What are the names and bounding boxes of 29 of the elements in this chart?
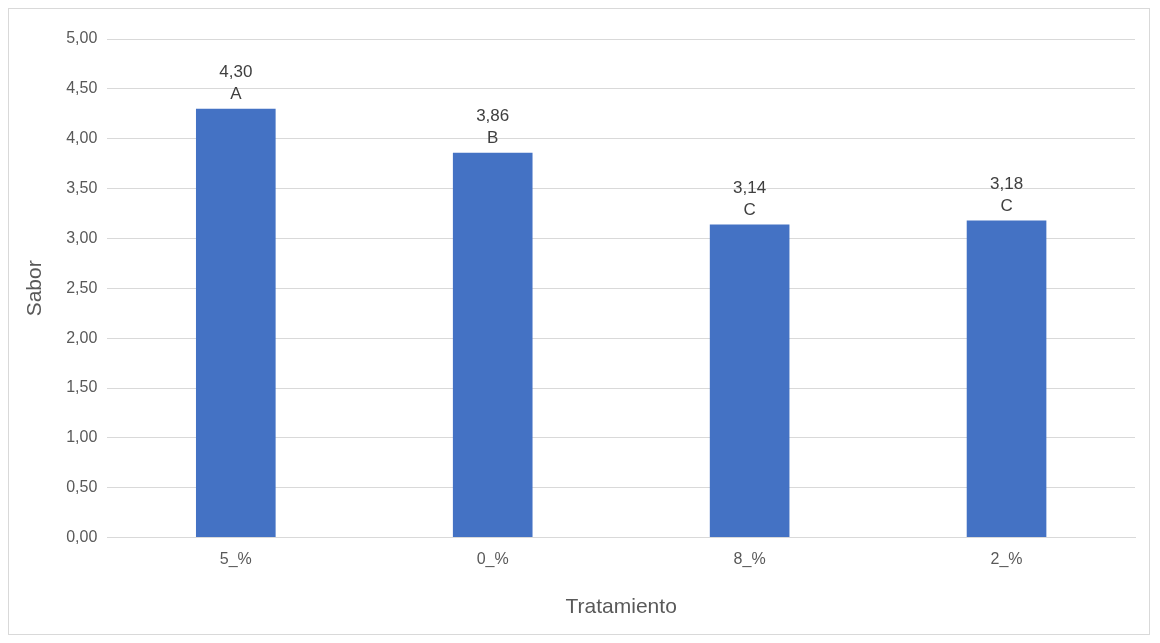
bar [709,224,790,538]
y-tick-label: 3,50 [66,178,98,196]
y-tick-label: 2,50 [66,278,98,296]
bar [452,152,533,538]
y-tick-label: 0,50 [66,478,98,496]
bar [195,108,276,538]
annotation: B [487,127,499,147]
x-tick-label: 8_% [733,549,766,568]
x-tick-label: 5_% [219,549,252,568]
y-tick-label: 0,00 [66,528,98,546]
annotation: C [1000,195,1013,215]
y-tick-label: 2,00 [66,328,98,346]
data-label: 3,18 [990,173,1024,193]
data-label: 3,86 [476,105,510,125]
y-axis-title: Sabor [22,260,46,317]
y-tick-label: 1,50 [66,378,98,396]
annotation: A [230,83,243,103]
bar [966,220,1047,538]
x-axis-title: Tratamiento [565,594,677,618]
y-tick-label: 3,00 [66,228,98,246]
y-tick-label: 4,00 [66,129,98,147]
y-tick-label: 1,00 [66,428,98,446]
annotation: C [743,199,756,219]
data-label: 3,14 [733,177,767,197]
data-label: 4,30 [219,61,253,81]
x-tick-label: 2_% [990,549,1023,568]
y-tick-label: 4,50 [66,79,98,97]
x-tick-label: 0_% [476,549,509,568]
y-tick-label: 5,00 [66,29,98,47]
